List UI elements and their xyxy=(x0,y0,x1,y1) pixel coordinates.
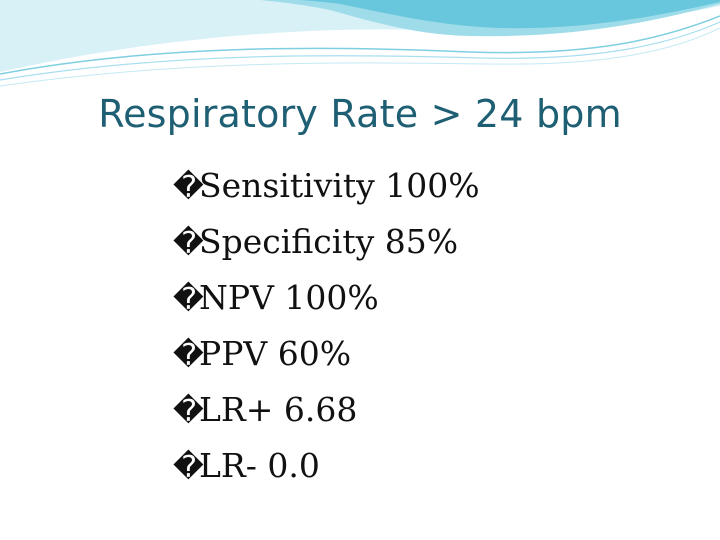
bullet-item: � Sensitivity 100% xyxy=(173,166,480,222)
bullet-text: Sensitivity 100% xyxy=(199,166,480,205)
bullet-marker-icon: � xyxy=(173,394,204,429)
bullet-marker-icon: � xyxy=(173,450,204,485)
bullet-marker-icon: � xyxy=(173,282,204,317)
header-wave-decoration xyxy=(0,0,720,87)
bullet-text: LR+ 6.68 xyxy=(199,390,358,429)
wave-band-dark xyxy=(300,0,720,29)
bullet-text: NPV 100% xyxy=(199,278,379,317)
bullet-marker-icon: � xyxy=(173,170,204,205)
bullet-item: � LR+ 6.68 xyxy=(173,390,480,446)
wave-line-3 xyxy=(0,27,720,87)
bullet-item: � PPV 60% xyxy=(173,334,480,390)
bullet-marker-icon: � xyxy=(173,338,204,373)
bullet-item: � NPV 100% xyxy=(173,278,480,334)
slide-title: Respiratory Rate > 24 bpm xyxy=(98,92,622,136)
bullet-text: LR- 0.0 xyxy=(199,446,320,485)
bullet-list: � Sensitivity 100% � Specificity 85% � N… xyxy=(173,166,480,502)
bullet-text: PPV 60% xyxy=(199,334,352,373)
bullet-marker-icon: � xyxy=(173,226,204,261)
bullet-item: � LR- 0.0 xyxy=(173,446,480,502)
wave-line-2 xyxy=(0,21,720,81)
bullet-text: Specificity 85% xyxy=(199,222,459,261)
bullet-item: � Specificity 85% xyxy=(173,222,480,278)
wave-line-1 xyxy=(0,15,720,75)
